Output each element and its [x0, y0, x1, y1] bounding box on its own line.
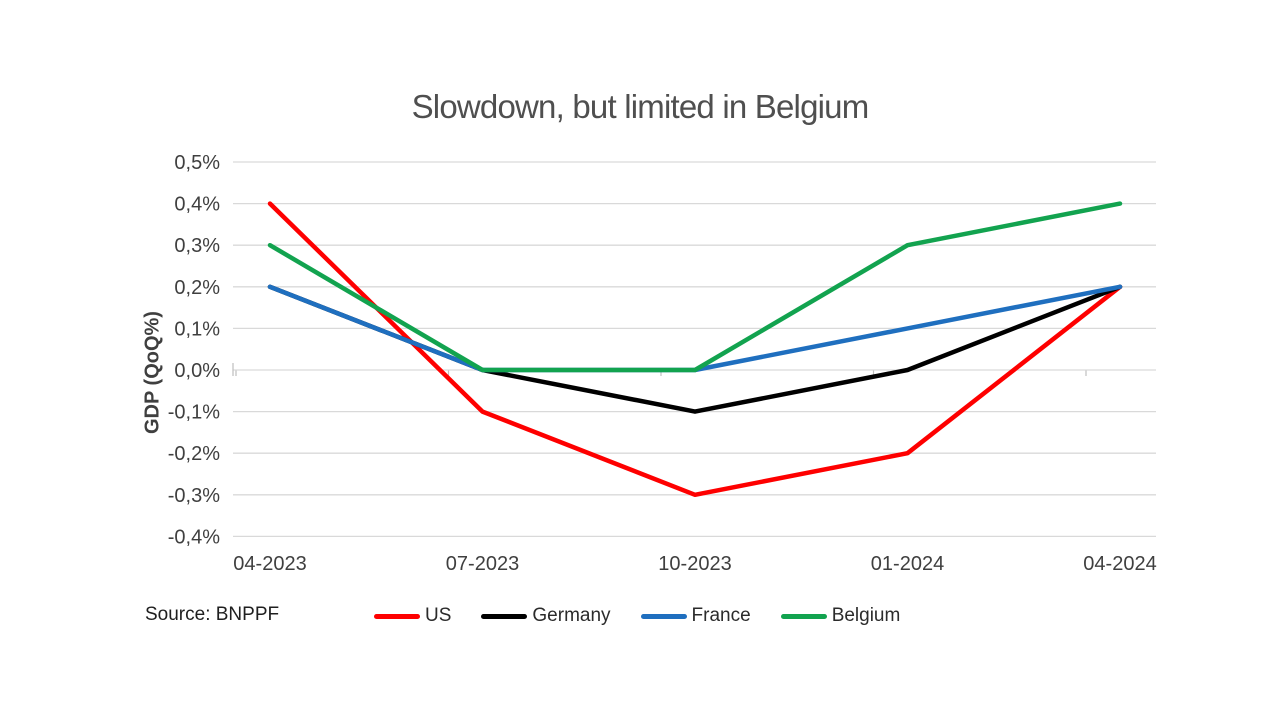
y-axis-title: GDP (QoQ%): [141, 311, 164, 435]
series-line-belgium: [267, 201, 1123, 373]
legend-swatch-france: [640, 613, 687, 619]
legend-label: US: [425, 605, 452, 626]
y-axis-tick-label: 0,2%: [174, 277, 220, 299]
legend: US Germany France Belgium: [374, 605, 900, 627]
legend-item-belgium: Belgium: [780, 605, 901, 627]
y-axis-tick-label: 0,5%: [174, 152, 220, 174]
legend-label: France: [691, 605, 751, 626]
legend-swatch-germany: [481, 613, 528, 619]
y-axis-tick-label: 0,3%: [174, 235, 220, 257]
y-axis-tick-label: 0,4%: [174, 194, 220, 216]
x-axis-tick-label: 04-2023: [233, 553, 306, 575]
series-line-us: [267, 201, 1123, 498]
series-line-germany: [267, 284, 1123, 414]
legend-label: Germany: [532, 605, 611, 626]
source-note: Source: BNPPF: [145, 604, 280, 625]
legend-item-germany: Germany: [481, 605, 611, 627]
y-axis-tick-label: -0,4%: [168, 526, 220, 548]
y-axis-tick-label: 0,1%: [174, 318, 220, 340]
legend-item-us: US: [374, 605, 451, 627]
y-axis-tick-label: -0,2%: [168, 443, 220, 465]
x-axis-tick-label: 01-2024: [871, 553, 944, 575]
legend-item-france: France: [640, 605, 751, 627]
legend-label: Belgium: [831, 605, 901, 626]
x-axis-tick-label: 04-2024: [1083, 553, 1156, 575]
chart-title: Slowdown, but limited in Belgium: [411, 88, 870, 125]
legend-swatch-belgium: [780, 613, 827, 619]
y-axis-tick-label: 0,0%: [174, 360, 220, 382]
legend-swatch-us: [374, 613, 420, 619]
x-axis-tick-label: 10-2023: [658, 553, 731, 575]
x-axis-tick-label: 07-2023: [446, 553, 519, 575]
y-axis-tick-label: -0,3%: [168, 485, 220, 507]
y-axis-tick-label: -0,1%: [168, 402, 220, 424]
